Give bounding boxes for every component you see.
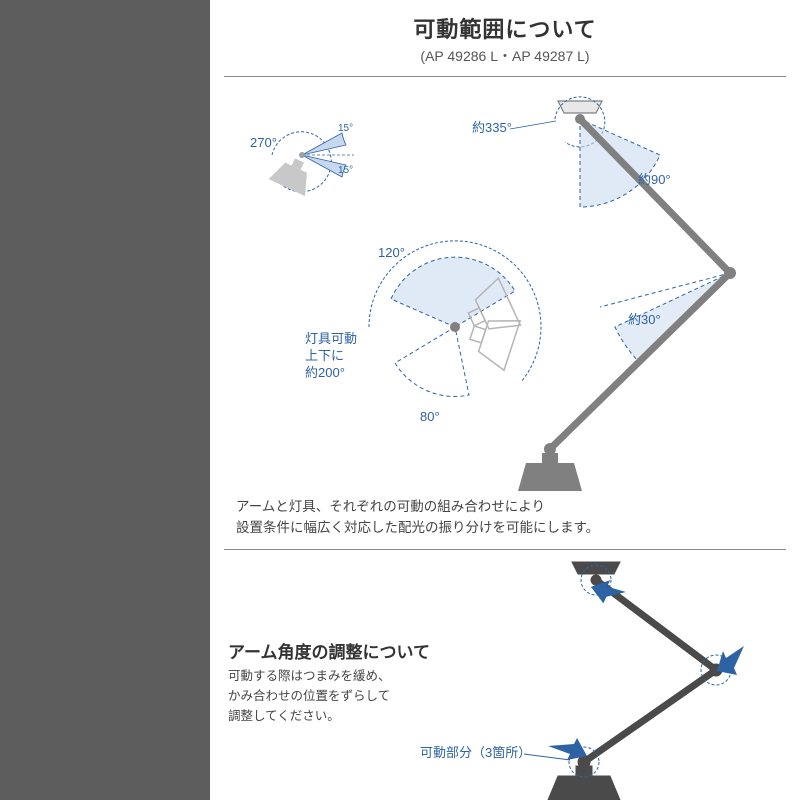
label-335: 約335° [472,117,512,136]
lamp-main-icon [518,453,582,491]
label-200: 灯具可動 上下に 約200° [305,331,357,382]
top-caption: アームと灯具、それぞれの可動の組み合わせにより 設置条件に幅広く対応した配光の振… [210,497,800,549]
sidebar-bar [0,0,210,800]
label-30: 約30° [628,309,661,328]
adjust-svg [224,550,786,800]
top-caption-line1: アームと灯具、それぞれの可動の組み合わせにより [236,497,774,518]
joint-highlight-icons [569,565,731,777]
label-15a: 15° [338,123,353,134]
inset-rotation [269,132,354,196]
arm-lower [550,273,730,449]
arc-30 [600,273,730,363]
joint-count-label: 可動部分（3箇所） [420,742,531,761]
lamp-tilt-group [369,241,541,397]
label-15b: 15° [338,165,353,176]
range-diagram: 270° 15° 15° 約335° 約90° 約30° 120° 80° 灯具… [210,77,800,497]
content-panel: 可動範囲について (AP 49286 L・AP 49287 L) [210,0,800,800]
page-title: 可動範囲について [210,12,800,44]
leader-335 [510,121,556,129]
ceiling-mount-icon [558,101,602,113]
label-120: 120° [378,245,405,260]
label-80: 80° [420,409,440,424]
top-caption-line2: 設置条件に幅広く対応した配光の振り分けを可能にします。 [236,518,774,539]
label-270: 270° [250,135,277,150]
lamp-silhouette-icon [548,562,722,800]
label-90: 約90° [638,169,671,188]
page-subtitle: (AP 49286 L・AP 49287 L) [210,46,800,66]
title-block: 可動範囲について (AP 49286 L・AP 49287 L) [210,0,800,72]
adjust-section: アーム角度の調整について 可動する際はつまみを緩め、 かみ合わせの位置をずらして… [224,549,786,800]
range-svg [210,77,800,497]
